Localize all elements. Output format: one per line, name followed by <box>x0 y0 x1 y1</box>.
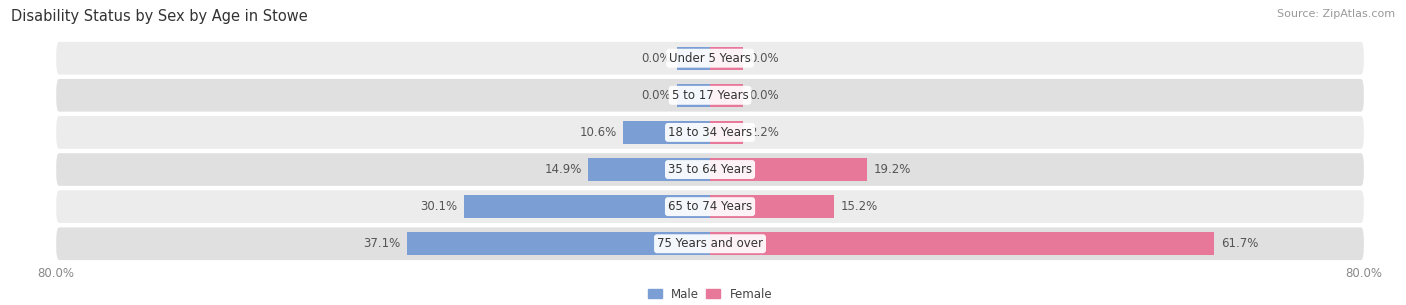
Text: Disability Status by Sex by Age in Stowe: Disability Status by Sex by Age in Stowe <box>11 9 308 24</box>
Text: 0.0%: 0.0% <box>749 52 779 65</box>
Bar <box>588 158 710 181</box>
Text: 0.0%: 0.0% <box>641 52 671 65</box>
Text: 15.2%: 15.2% <box>841 200 877 213</box>
Text: 14.9%: 14.9% <box>544 163 582 176</box>
Bar <box>464 195 710 218</box>
Text: 65 to 74 Years: 65 to 74 Years <box>668 200 752 213</box>
Bar <box>710 47 742 70</box>
FancyBboxPatch shape <box>56 228 1364 260</box>
FancyBboxPatch shape <box>56 190 1364 223</box>
Text: 75 Years and over: 75 Years and over <box>657 237 763 250</box>
Text: 0.0%: 0.0% <box>641 89 671 102</box>
Bar <box>406 232 710 255</box>
Bar <box>710 121 742 144</box>
Bar <box>710 158 868 181</box>
Text: 5 to 17 Years: 5 to 17 Years <box>672 89 748 102</box>
Bar <box>710 195 834 218</box>
Legend: Male, Female: Male, Female <box>643 283 778 305</box>
Text: Under 5 Years: Under 5 Years <box>669 52 751 65</box>
Text: 18 to 34 Years: 18 to 34 Years <box>668 126 752 139</box>
FancyBboxPatch shape <box>56 79 1364 112</box>
Text: Source: ZipAtlas.com: Source: ZipAtlas.com <box>1277 9 1395 19</box>
Text: 19.2%: 19.2% <box>873 163 911 176</box>
Text: 2.2%: 2.2% <box>749 126 779 139</box>
Text: 35 to 64 Years: 35 to 64 Years <box>668 163 752 176</box>
FancyBboxPatch shape <box>56 116 1364 149</box>
Text: 61.7%: 61.7% <box>1220 237 1258 250</box>
Text: 10.6%: 10.6% <box>579 126 617 139</box>
Text: 0.0%: 0.0% <box>749 89 779 102</box>
Bar <box>710 84 742 107</box>
Text: 37.1%: 37.1% <box>363 237 401 250</box>
FancyBboxPatch shape <box>56 153 1364 186</box>
Bar <box>678 84 710 107</box>
Bar <box>623 121 710 144</box>
Bar <box>710 232 1215 255</box>
Text: 30.1%: 30.1% <box>420 200 457 213</box>
FancyBboxPatch shape <box>56 42 1364 74</box>
Bar <box>678 47 710 70</box>
